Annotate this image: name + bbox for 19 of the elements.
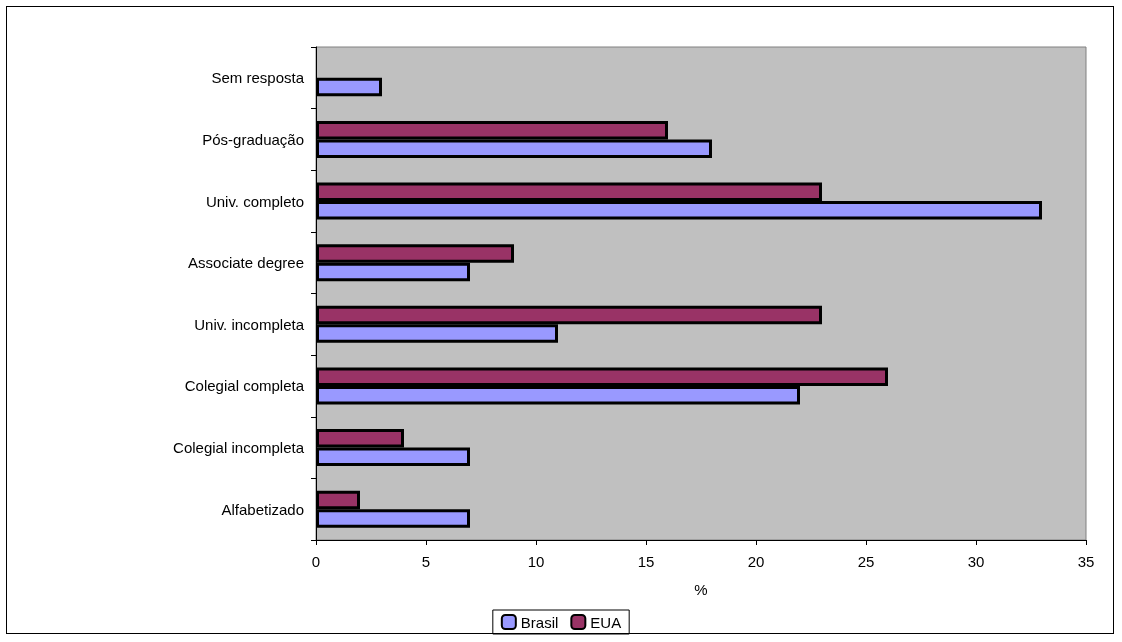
y-tick-label: Alfabetizado <box>221 500 304 518</box>
x-tick-label: 25 <box>857 553 875 570</box>
y-tick-label: Univ. incompleta <box>194 315 305 333</box>
x-tick-label: 0 <box>311 553 321 570</box>
x-axis-title: % <box>694 581 708 598</box>
x-tick-label: 10 <box>527 553 545 570</box>
x-tick-label: 20 <box>747 553 765 570</box>
y-tick-label: Univ. completo <box>205 192 304 210</box>
y-tick-label: Pós-graduação <box>202 130 304 148</box>
y-tick-label: Associate degree <box>188 254 304 272</box>
x-tick-label: 5 <box>421 553 431 570</box>
y-tick-label: Sem resposta <box>211 69 305 87</box>
y-tick-label: Colegial incompleta <box>173 439 305 457</box>
x-tick-label: 35 <box>1077 553 1095 570</box>
legend-label: EUA <box>590 613 622 631</box>
legend-label: Brasil <box>520 613 559 631</box>
x-tick-label: 30 <box>967 553 985 570</box>
x-tick-label: 15 <box>637 553 655 570</box>
y-tick-label: Colegial completa <box>184 377 305 395</box>
